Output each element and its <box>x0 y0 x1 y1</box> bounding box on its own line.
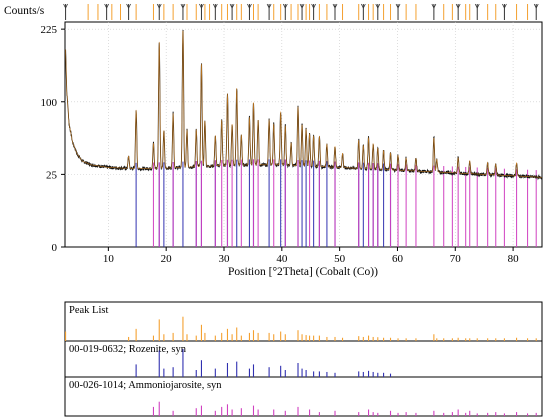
top-peak-marker-tick <box>332 3 338 9</box>
x-tick-label: 10 <box>103 253 115 265</box>
top-peak-markers <box>63 3 539 20</box>
top-peak-marker-tick <box>247 3 252 9</box>
x-tick-label: 40 <box>276 253 288 265</box>
x-tick-label: 30 <box>219 253 231 265</box>
plot-area-frame <box>64 21 543 248</box>
top-peak-marker-tick <box>266 3 272 9</box>
x-tick-label: 60 <box>392 253 404 265</box>
top-peak-marker-tick <box>455 3 461 9</box>
top-peak-marker-tick <box>199 3 204 9</box>
reference-stick-overlay <box>135 159 537 247</box>
x-tick-label: 80 <box>508 253 520 265</box>
panel-peak-list: Peak List <box>65 305 537 341</box>
x-tick-label: 20 <box>161 253 173 265</box>
reference-panels: Peak List 00-019-0632; Rozenite, syn 00-… <box>64 301 543 417</box>
panel-ammoniojarosite: 00-026-1014; Ammoniojarosite, syn <box>69 380 537 416</box>
top-peak-marker-tick <box>229 3 235 9</box>
top-peak-marker-tick <box>282 3 288 9</box>
top-peak-marker-tick <box>533 3 539 9</box>
top-peak-marker-tick <box>360 3 366 9</box>
top-peak-marker-tick <box>375 3 381 9</box>
panel-label: 00-026-1014; Ammoniojarosite, syn <box>69 380 222 391</box>
top-peak-marker-tick <box>156 3 162 9</box>
panel-label: Peak List <box>69 305 108 316</box>
y-tick-label: 100 <box>41 97 58 109</box>
top-peak-marker-tick <box>395 3 401 9</box>
top-peak-marker-tick <box>502 3 507 9</box>
y-tick-label: 0 <box>52 242 58 254</box>
top-peak-marker-tick <box>431 3 437 9</box>
fitted-profile-line <box>65 30 542 178</box>
top-peak-marker-tick <box>311 3 316 9</box>
y-tick-label: 25 <box>46 169 58 181</box>
top-peak-marker-tick <box>180 3 186 9</box>
top-peak-marker-tick <box>104 3 109 9</box>
main-plot-panel: 0 25 100 225 10 20 30 40 50 60 70 80 Counts/s Posi… <box>4 3 543 278</box>
x-tick-label: 50 <box>334 253 346 265</box>
y-axis-label: Counts/s <box>4 5 45 17</box>
reference-panels-frame <box>64 301 543 417</box>
top-peak-marker-tick <box>63 3 68 9</box>
panel-label: 00-019-0632; Rozenite, syn <box>69 344 187 355</box>
x-axis-label: Position [°2Theta] (Cobalt (Co)) <box>228 266 378 278</box>
top-peak-marker-tick <box>126 3 131 9</box>
x-tick-label: 70 <box>450 253 462 265</box>
top-peak-marker-tick <box>212 3 218 9</box>
y-tick-label: 225 <box>41 24 58 36</box>
top-peak-marker-tick <box>474 3 480 9</box>
x-axis-ticks: 10 20 30 40 50 60 70 80 <box>103 247 519 265</box>
panel-rozenite: 00-019-0632; Rozenite, syn <box>69 344 392 377</box>
top-peak-marker-tick <box>299 3 305 9</box>
y-axis-ticks: 0 25 100 225 <box>41 24 65 254</box>
